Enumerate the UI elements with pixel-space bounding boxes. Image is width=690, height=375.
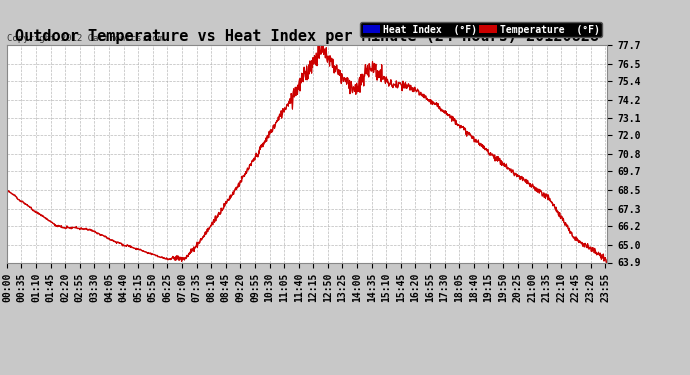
Title: Outdoor Temperature vs Heat Index per Minute (24 Hours) 20120828: Outdoor Temperature vs Heat Index per Mi… [15, 28, 599, 44]
Legend: Heat Index  (°F), Temperature  (°F): Heat Index (°F), Temperature (°F) [360, 22, 602, 38]
Text: Copyright 2012 Cartronics.com: Copyright 2012 Cartronics.com [7, 34, 163, 43]
